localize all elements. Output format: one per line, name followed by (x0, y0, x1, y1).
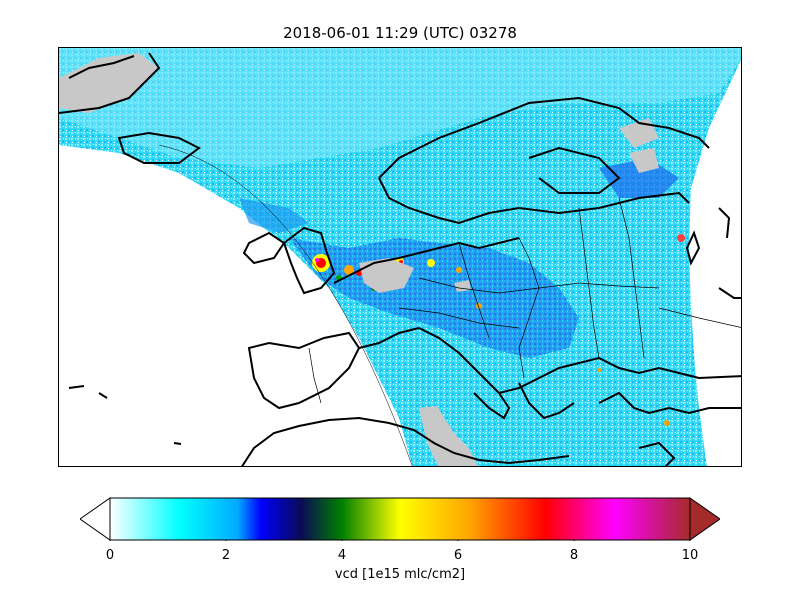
colorbar-tick-label: 0 (105, 548, 115, 563)
colorbar (80, 497, 720, 541)
colorbar-tick-label: 6 (453, 548, 463, 563)
country-borders (158, 144, 741, 466)
coastlines (59, 52, 741, 466)
plot-title: 2018-06-01 11:29 (UTC) 03278 (283, 24, 517, 42)
colorbar-min-extend (80, 497, 111, 541)
colorbar-tick-label: 4 (337, 548, 347, 563)
colorbar-tick-label: 2 (221, 548, 231, 563)
colorbar-label: vcd [1e15 mlc/cm2] (334, 567, 466, 582)
map-svg (59, 48, 741, 466)
colorbar-max-extend (689, 497, 720, 541)
colorbar-tick-label: 8 (569, 548, 579, 563)
colorbar-tick-label: 10 (681, 548, 699, 563)
map-panel (58, 47, 742, 467)
colorbar-gradient (110, 498, 690, 540)
